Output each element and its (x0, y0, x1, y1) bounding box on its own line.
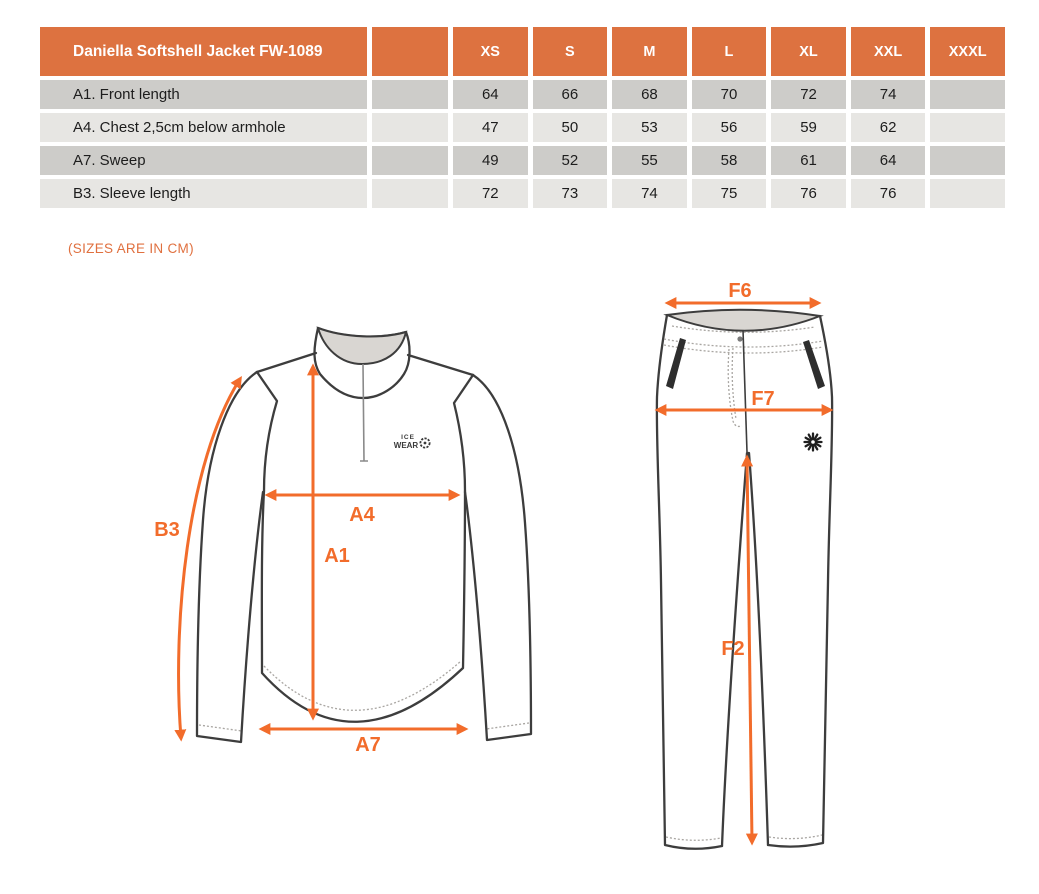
units-note: (SIZES ARE IN CM) (68, 241, 194, 256)
size-value: 50 (532, 113, 608, 142)
measure-label: A1. Front length (40, 80, 367, 109)
size-value: 74 (612, 179, 687, 208)
right-pocket (803, 340, 825, 389)
size-value: 58 (691, 146, 767, 175)
table-row: A1. Front length 64 66 68 70 72 74 (40, 80, 1005, 109)
measure-label: A4. Chest 2,5cm below armhole (40, 113, 367, 142)
table-row: A4. Chest 2,5cm below armhole 47 50 53 5… (40, 113, 1005, 142)
jacket-hem-stitch (263, 660, 462, 711)
f2-label: F2 (721, 638, 744, 660)
size-header: XS (453, 27, 528, 76)
empty-cell (372, 113, 448, 142)
b3-arrow (174, 375, 242, 742)
size-value: 74 (850, 80, 926, 109)
size-value: 68 (612, 80, 687, 109)
fly-stitch-1 (727, 348, 743, 428)
empty-cell (372, 179, 448, 208)
right-hem-stitch (768, 834, 823, 840)
size-value (930, 146, 1005, 175)
size-value: 55 (612, 146, 687, 175)
size-header: XXL (850, 27, 926, 76)
snowflake-logo (803, 432, 823, 452)
jacket-left-cuff-stitch (198, 724, 243, 732)
f6-label: F6 (728, 282, 751, 302)
jacket-left-raglan-seam (255, 370, 279, 493)
icewear-logo: ICE WEAR (394, 434, 431, 450)
table-row: A7. Sweep 49 52 55 58 61 64 (40, 146, 1005, 175)
product-title: Daniella Softshell Jacket FW-1089 (40, 27, 367, 76)
waistband-stitch-top (671, 325, 816, 333)
pants-inner-legs (720, 451, 770, 848)
f7-label: F7 (751, 388, 774, 410)
svg-text:WEAR: WEAR (394, 441, 419, 450)
pants-left-outer (655, 313, 724, 850)
size-header: XXXL (930, 27, 1005, 76)
size-value: 64 (453, 80, 528, 109)
size-table: Daniella Softshell Jacket FW-1089 XS S M… (35, 23, 1010, 212)
size-value: 73 (532, 179, 608, 208)
jacket-right-sleeve (463, 373, 533, 742)
waistband-stitch-2 (663, 344, 824, 354)
size-value: 59 (771, 113, 846, 142)
a7-label: A7 (355, 734, 381, 756)
f2-arrow (741, 454, 758, 846)
size-value: 64 (850, 146, 926, 175)
size-header: XL (771, 27, 846, 76)
waist-button (737, 336, 743, 342)
b3-label: B3 (154, 519, 180, 541)
size-header: S (532, 27, 608, 76)
size-value: 49 (453, 146, 528, 175)
size-value: 70 (691, 80, 767, 109)
jacket-right-shoulder-seam (406, 353, 475, 377)
jacket-left-sleeve (195, 370, 265, 744)
empty-cell (372, 80, 448, 109)
size-value: 72 (771, 80, 846, 109)
header-empty-cell (372, 27, 448, 76)
a1-label: A1 (324, 545, 350, 567)
jacket-zipper-line (360, 363, 368, 462)
pants-diagram: F6 F7 F2 (654, 282, 834, 850)
size-header: L (691, 27, 767, 76)
size-value: 75 (691, 179, 767, 208)
size-value: 62 (850, 113, 926, 142)
jacket-right-cuff-stitch (485, 722, 530, 730)
center-front-seam (742, 329, 748, 453)
size-value: 66 (532, 80, 608, 109)
measure-label: A7. Sweep (40, 146, 367, 175)
svg-text:ICE: ICE (401, 434, 415, 441)
size-value (930, 80, 1005, 109)
size-value (930, 113, 1005, 142)
empty-cell (372, 146, 448, 175)
size-value: 61 (771, 146, 846, 175)
jacket-collar-inside (316, 326, 408, 366)
size-value (930, 179, 1005, 208)
left-pocket (666, 338, 686, 389)
size-value: 52 (532, 146, 608, 175)
table-header-row: Daniella Softshell Jacket FW-1089 XS S M… (40, 27, 1005, 76)
size-value: 47 (453, 113, 528, 142)
measure-label: B3. Sleeve length (40, 179, 367, 208)
size-value: 53 (612, 113, 687, 142)
size-header: M (612, 27, 687, 76)
fly-stitch-2 (731, 347, 737, 420)
jacket-diagram: ICE WEAR B3 A4 A1 A7 (154, 326, 533, 756)
size-value: 76 (771, 179, 846, 208)
a4-label: A4 (349, 504, 375, 526)
jacket-right-raglan-seam (452, 373, 475, 493)
size-value: 56 (691, 113, 767, 142)
jacket-body (260, 489, 467, 723)
size-value: 76 (850, 179, 926, 208)
table-row: B3. Sleeve length 72 73 74 75 76 76 (40, 179, 1005, 208)
left-hem-stitch (665, 836, 722, 841)
jacket-left-shoulder-seam (255, 351, 318, 374)
size-value: 72 (453, 179, 528, 208)
pants-right-outer (766, 314, 834, 848)
pants-waist-inside (663, 308, 824, 332)
